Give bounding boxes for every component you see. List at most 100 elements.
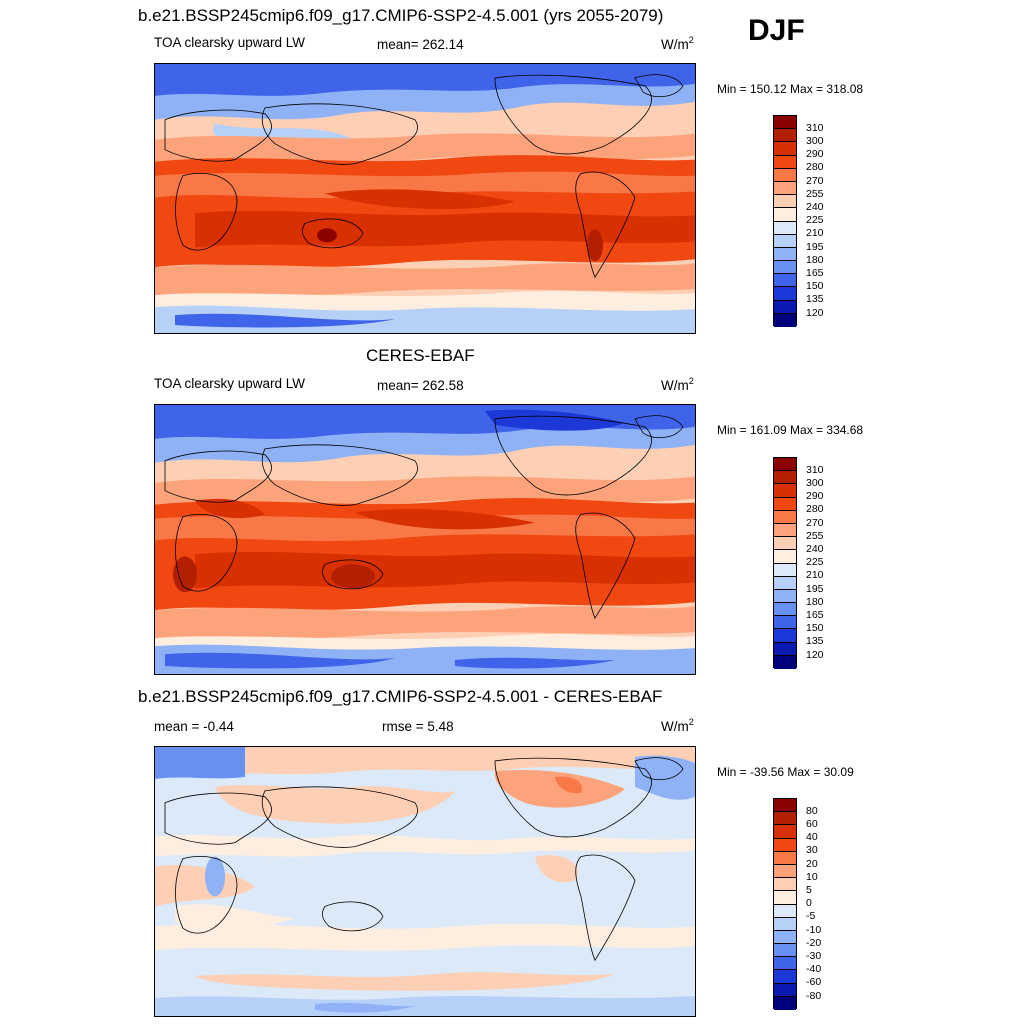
- colorbar-tick-label: 180: [806, 253, 824, 266]
- season-label: DJF: [748, 14, 805, 47]
- variable-label: TOA clearsky upward LW: [154, 35, 306, 50]
- colorbar-swatch: [774, 274, 796, 288]
- colorbar-obs: [773, 457, 797, 669]
- panel-title: b.e21.BSSP245cmip6.f09_g17.CMIP6-SSP2-4.…: [138, 687, 663, 706]
- colorbar-swatch: [774, 996, 796, 1010]
- colorbar-swatch: [774, 537, 796, 551]
- colorbar-tick-label: -30: [806, 949, 822, 962]
- colorbar-tick-label: 270: [806, 516, 824, 529]
- colorbar-tick-label: 5: [806, 883, 812, 896]
- colorbar-swatch: [774, 589, 796, 604]
- colorbar-tick-label: -40: [806, 963, 822, 976]
- colorbar-swatch: [774, 523, 796, 538]
- colorbar-tick-label: 150: [806, 280, 824, 293]
- colorbar-swatch: [774, 261, 796, 275]
- map-obs: [154, 404, 696, 675]
- units-label: W/m2: [661, 35, 694, 53]
- colorbar-swatch: [774, 471, 796, 485]
- colorbar-tick-label: 240: [806, 200, 824, 213]
- colorbar-tick-label: 195: [806, 240, 824, 253]
- colorbar-tick-label: 290: [806, 490, 824, 503]
- colorbar-tick-label: 120: [806, 648, 824, 661]
- colorbar-tick-label: 240: [806, 542, 824, 555]
- colorbar-tick-label: 270: [806, 174, 824, 187]
- colorbar-tick-label: 180: [806, 595, 824, 608]
- colorbar-swatch: [774, 313, 796, 327]
- colorbar-swatch: [774, 616, 796, 630]
- colorbar-tick-label: 40: [806, 831, 818, 844]
- colorbar-swatch: [774, 510, 796, 524]
- colorbar-swatch: [774, 642, 796, 656]
- colorbar-tick-label: 210: [806, 227, 824, 240]
- colorbar-tick-label: -60: [806, 976, 822, 989]
- colorbar-tick-label: -5: [806, 910, 816, 923]
- colorbar-swatch: [774, 825, 796, 839]
- units-label: W/m2: [661, 376, 694, 394]
- colorbar-tick-label: 60: [806, 817, 818, 830]
- colorbar-tick-label: 300: [806, 134, 824, 147]
- colorbar-swatch: [774, 247, 796, 262]
- colorbar-tick-label: 210: [806, 569, 824, 582]
- colorbar-swatch: [774, 812, 796, 826]
- colorbar-tick-label: 310: [806, 121, 824, 134]
- colorbar-swatch: [774, 603, 796, 617]
- colorbar-tick-label: 300: [806, 476, 824, 489]
- panel-title: CERES-EBAF: [366, 346, 475, 365]
- colorbar-tick-label: 165: [806, 266, 824, 279]
- colorbar-tick-label: 280: [806, 503, 824, 516]
- mean-label: mean= 262.58: [377, 378, 464, 393]
- colorbar-swatch: [774, 221, 796, 235]
- colorbar-swatch: [774, 484, 796, 498]
- colorbar-tick-label: 225: [806, 214, 824, 227]
- colorbar-swatch: [774, 195, 796, 209]
- colorbar-swatch: [774, 550, 796, 564]
- colorbar-tick-label: 10: [806, 870, 818, 883]
- colorbar-tick-label: 0: [806, 897, 812, 910]
- colorbar-swatch: [774, 629, 796, 643]
- colorbar-swatch: [774, 168, 796, 182]
- colorbar-swatch: [774, 181, 796, 196]
- colorbar-tick-label: 255: [806, 187, 824, 200]
- colorbar-swatch: [774, 799, 796, 813]
- colorbar-swatch: [774, 970, 796, 984]
- colorbar-swatch: [774, 576, 796, 590]
- colorbar-tick-label: 255: [806, 529, 824, 542]
- rmse-label: rmse = 5.48: [382, 719, 454, 734]
- colorbar-tick-label: 225: [806, 556, 824, 569]
- colorbar-swatch: [774, 655, 796, 669]
- colorbar-tick-label: 290: [806, 148, 824, 161]
- colorbar-tick-label: 30: [806, 844, 818, 857]
- colorbar-tick-label: -10: [806, 923, 822, 936]
- colorbar-swatch: [774, 864, 796, 879]
- colorbar-swatch: [774, 917, 796, 931]
- colorbar-tick-label: 135: [806, 293, 824, 306]
- colorbar-swatch: [774, 983, 796, 997]
- colorbar-tick-label: -20: [806, 936, 822, 949]
- colorbar-tick-label: 310: [806, 463, 824, 476]
- colorbar-swatch: [774, 300, 796, 314]
- colorbar-tick-label: 280: [806, 161, 824, 174]
- min-max-label: Min = -39.56 Max = 30.09: [717, 765, 854, 779]
- colorbar-swatch: [774, 944, 796, 958]
- panel-title: b.e21.BSSP245cmip6.f09_g17.CMIP6-SSP2-4.…: [138, 6, 664, 25]
- colorbar-swatch: [774, 878, 796, 892]
- colorbar-tick-label: 150: [806, 622, 824, 635]
- colorbar-tick-label: 135: [806, 635, 824, 648]
- variable-label: TOA clearsky upward LW: [154, 376, 306, 391]
- colorbar-swatch: [774, 458, 796, 472]
- colorbar-swatch: [774, 851, 796, 865]
- colorbar-swatch: [774, 208, 796, 222]
- colorbar-tick-label: 120: [806, 306, 824, 319]
- colorbar-swatch: [774, 838, 796, 852]
- colorbar-swatch: [774, 116, 796, 130]
- colorbar-swatch: [774, 234, 796, 248]
- colorbar-swatch: [774, 497, 796, 511]
- mean-label: mean= 262.14: [377, 37, 464, 52]
- map-model: [154, 63, 696, 334]
- colorbar-tick-label: 195: [806, 582, 824, 595]
- colorbar-swatch: [774, 129, 796, 143]
- colorbar-swatch: [774, 904, 796, 918]
- mean-label: mean = -0.44: [154, 719, 234, 734]
- colorbar-model: [773, 115, 797, 327]
- colorbar-swatch: [774, 287, 796, 301]
